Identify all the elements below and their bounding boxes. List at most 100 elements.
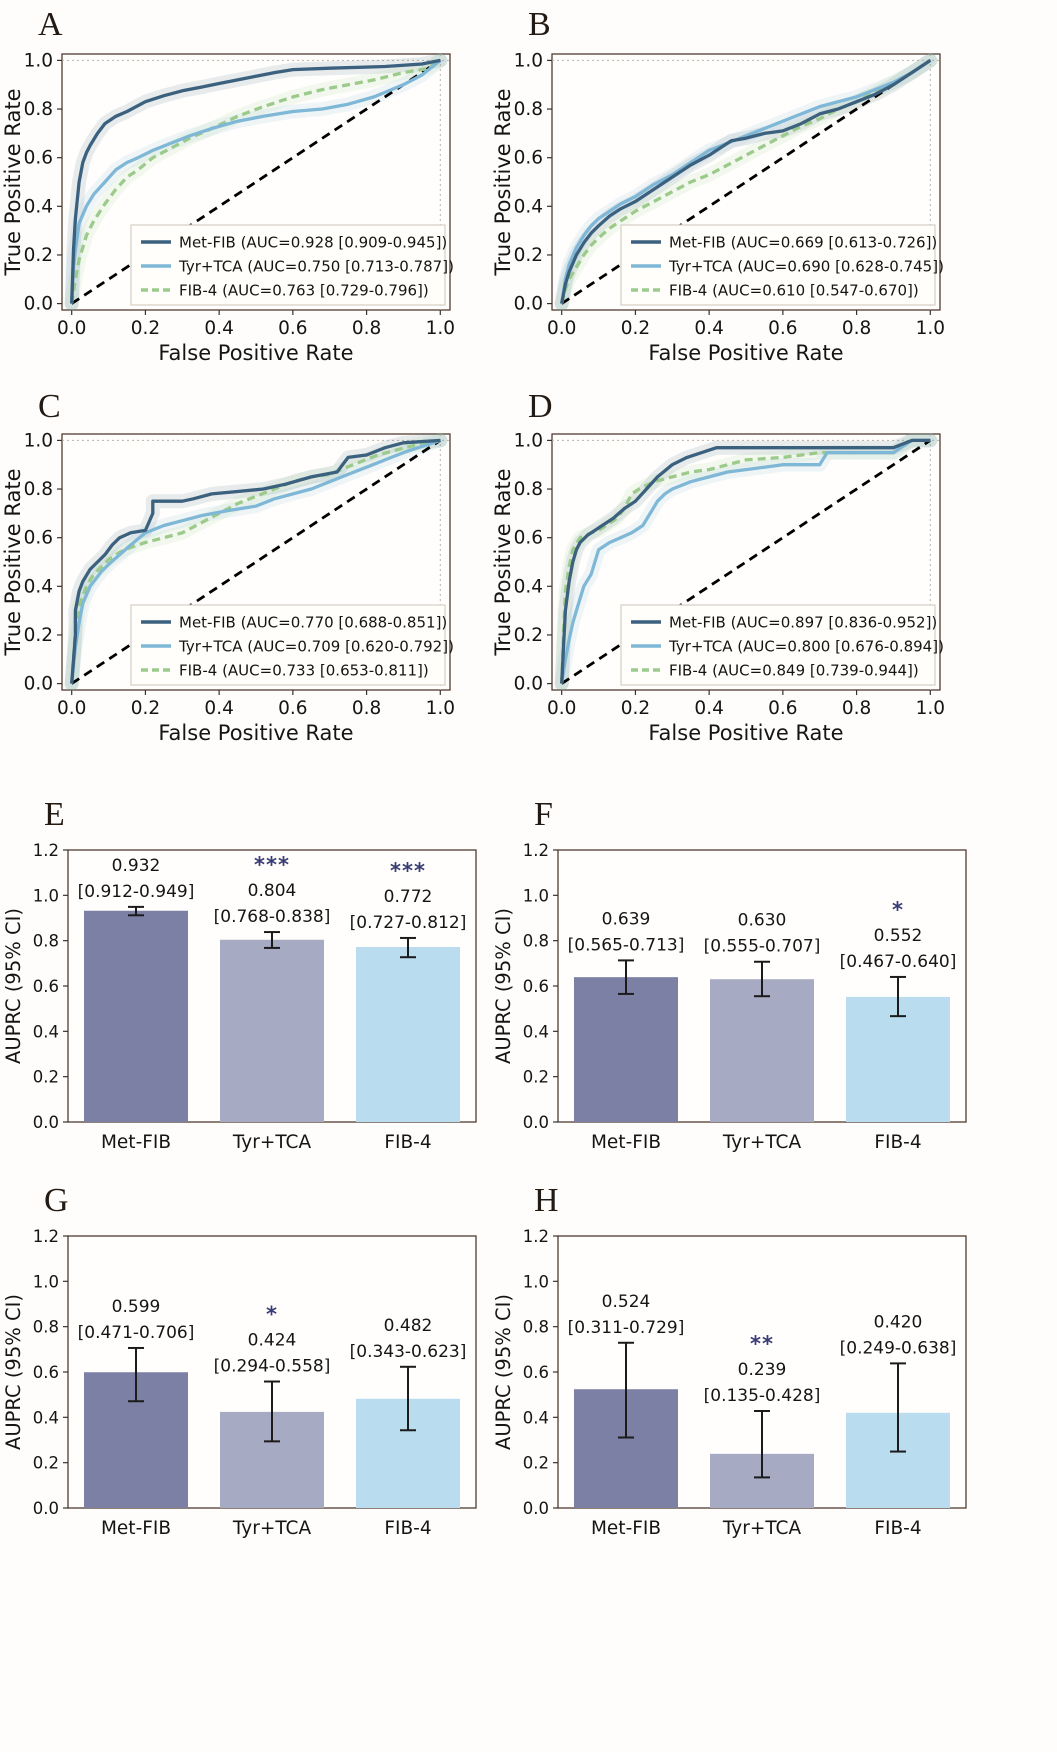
svg-text:0.0: 0.0 [57,318,86,339]
svg-text:0.8: 0.8 [352,318,381,339]
svg-text:[0.555-0.707]: [0.555-0.707] [704,937,821,957]
svg-text:0.482: 0.482 [384,1316,433,1336]
roc-chart-a: 0.0 0.2 0.4 0.6 0.8 1.0 0.0 0.2 0.4 0.6 0.8 1.0 Met-… [1,50,455,365]
svg-text:0.4: 0.4 [24,576,53,597]
svg-text:FIB-4 (AUC=0.733 [0.653-0.811]: FIB-4 (AUC=0.733 [0.653-0.811]) [179,662,429,680]
bar-chart-h: 0.0 0.2 0.4 0.6 0.8 1.0 1.2 [0.311-0.729] 0.524 M… [492,1227,967,1539]
svg-text:0.8: 0.8 [523,1318,549,1337]
svg-text:0.6: 0.6 [278,698,307,719]
bar-chart-e: 0.0 0.2 0.4 0.6 0.8 1.0 1.2 [0.912-0.949] 0.932 M… [2,841,477,1153]
svg-text:0.6: 0.6 [24,148,53,169]
svg-text:*: * [266,1303,278,1327]
svg-text:Tyr+TCA (AUC=0.709 [0.620-0.79: Tyr+TCA (AUC=0.709 [0.620-0.792]) [178,638,454,656]
svg-text:0.8: 0.8 [514,479,543,500]
svg-text:0.6: 0.6 [514,148,543,169]
svg-text:[0.294-0.558]: [0.294-0.558] [214,1357,331,1377]
svg-text:Met-FIB: Met-FIB [101,1132,171,1153]
svg-text:0.420: 0.420 [874,1312,923,1332]
svg-text:1.0: 1.0 [916,698,945,719]
svg-text:FIB-4: FIB-4 [874,1518,921,1539]
svg-text:1.2: 1.2 [523,1227,549,1246]
svg-text:[0.135-0.428]: [0.135-0.428] [704,1386,821,1406]
svg-text:0.4: 0.4 [523,1408,549,1427]
svg-text:1.0: 1.0 [33,1272,59,1291]
svg-text:0.8: 0.8 [842,318,871,339]
svg-text:0.0: 0.0 [33,1113,59,1132]
svg-text:0.4: 0.4 [523,1022,549,1041]
svg-text:AUPRC (95% CI): AUPRC (95% CI) [492,908,515,1064]
svg-text:0.524: 0.524 [602,1292,651,1312]
svg-text:0.0: 0.0 [523,1499,549,1518]
svg-text:[0.343-0.623]: [0.343-0.623] [350,1342,467,1362]
svg-text:0.0: 0.0 [514,294,543,315]
svg-text:0.2: 0.2 [514,625,543,646]
svg-text:0.2: 0.2 [24,625,53,646]
svg-text:0.804: 0.804 [248,881,297,901]
svg-text:0.2: 0.2 [33,1068,59,1087]
svg-text:0.4: 0.4 [204,318,233,339]
svg-text:0.4: 0.4 [514,576,543,597]
svg-text:FIB-4 (AUC=0.610 [0.547-0.670]: FIB-4 (AUC=0.610 [0.547-0.670]) [669,282,919,300]
svg-text:Met-FIB (AUC=0.669 [0.613-0.72: Met-FIB (AUC=0.669 [0.613-0.726]) [669,234,937,252]
svg-text:1.0: 1.0 [426,698,455,719]
roc-chart-b: 0.0 0.2 0.4 0.6 0.8 1.0 0.0 0.2 0.4 0.6 0.8 1.0 Met-… [491,50,945,365]
svg-text:0.8: 0.8 [352,698,381,719]
svg-text:[0.471-0.706]: [0.471-0.706] [78,1323,195,1343]
svg-text:1.0: 1.0 [523,886,549,905]
svg-text:0.772: 0.772 [384,887,433,907]
svg-text:False Positive Rate: False Positive Rate [158,721,353,745]
svg-text:0.4: 0.4 [514,196,543,217]
svg-text:Met-FIB (AUC=0.770 [0.688-0.85: Met-FIB (AUC=0.770 [0.688-0.851]) [179,614,447,632]
svg-text:**: ** [750,1332,774,1356]
svg-text:0.6: 0.6 [523,977,549,996]
roc-chart-c: 0.0 0.2 0.4 0.6 0.8 1.0 0.0 0.2 0.4 0.6 0.8 1.0 Met-… [1,430,455,745]
svg-text:Tyr+TCA (AUC=0.750 [0.713-0.78: Tyr+TCA (AUC=0.750 [0.713-0.787]) [178,258,454,276]
svg-text:Tyr+TCA: Tyr+TCA [722,1518,802,1539]
svg-text:0.239: 0.239 [738,1360,787,1380]
svg-text:Tyr+TCA: Tyr+TCA [722,1132,802,1153]
svg-text:AUPRC (95% CI): AUPRC (95% CI) [2,1294,25,1450]
panel-letter-b: B [528,6,551,43]
svg-text:0.2: 0.2 [131,318,160,339]
svg-text:0.4: 0.4 [24,196,53,217]
svg-text:1.0: 1.0 [24,50,53,71]
svg-text:0.4: 0.4 [204,698,233,719]
bar-chart-f: 0.0 0.2 0.4 0.6 0.8 1.0 1.2 [0.565-0.713] 0.639 M… [492,841,967,1153]
svg-text:0.599: 0.599 [112,1297,161,1317]
svg-text:0.8: 0.8 [24,479,53,500]
svg-text:False Positive Rate: False Positive Rate [158,341,353,365]
svg-text:0.639: 0.639 [602,909,651,929]
bar-chart-g: 0.0 0.2 0.4 0.6 0.8 1.0 1.2 [0.471-0.706] 0.599 M… [2,1227,477,1539]
svg-text:0.6: 0.6 [523,1363,549,1382]
svg-text:[0.727-0.812]: [0.727-0.812] [350,913,467,933]
svg-text:FIB-4 (AUC=0.849 [0.739-0.944]: FIB-4 (AUC=0.849 [0.739-0.944]) [669,662,919,680]
svg-text:0.6: 0.6 [24,528,53,549]
svg-text:1.0: 1.0 [426,318,455,339]
svg-text:0.4: 0.4 [33,1022,59,1041]
svg-text:0.6: 0.6 [33,1363,59,1382]
svg-text:0.2: 0.2 [621,698,650,719]
svg-text:1.2: 1.2 [33,1227,59,1246]
svg-text:0.630: 0.630 [738,911,787,931]
svg-text:[0.565-0.713]: [0.565-0.713] [568,935,685,955]
svg-text:1.0: 1.0 [24,430,53,451]
svg-text:True Positive Rate: True Positive Rate [1,88,25,276]
svg-text:True Positive Rate: True Positive Rate [491,468,515,656]
svg-text:0.6: 0.6 [514,528,543,549]
svg-text:True Positive Rate: True Positive Rate [1,468,25,656]
svg-text:1.0: 1.0 [514,430,543,451]
svg-text:Tyr+TCA (AUC=0.800 [0.676-0.89: Tyr+TCA (AUC=0.800 [0.676-0.894]) [668,638,944,656]
svg-text:*: * [892,898,904,922]
svg-text:[0.249-0.638]: [0.249-0.638] [840,1338,957,1358]
svg-text:Met-FIB (AUC=0.928 [0.909-0.94: Met-FIB (AUC=0.928 [0.909-0.945]) [179,234,447,252]
panel-letter-d: D [528,388,553,425]
svg-text:FIB-4: FIB-4 [384,1132,431,1153]
svg-text:0.0: 0.0 [547,318,576,339]
svg-text:Met-FIB: Met-FIB [591,1518,661,1539]
svg-text:True Positive Rate: True Positive Rate [491,88,515,276]
svg-text:0.0: 0.0 [547,698,576,719]
svg-text:0.2: 0.2 [523,1068,549,1087]
svg-text:0.2: 0.2 [621,318,650,339]
svg-text:Tyr+TCA (AUC=0.690 [0.628-0.74: Tyr+TCA (AUC=0.690 [0.628-0.745]) [668,258,944,276]
svg-text:Met-FIB: Met-FIB [591,1132,661,1153]
